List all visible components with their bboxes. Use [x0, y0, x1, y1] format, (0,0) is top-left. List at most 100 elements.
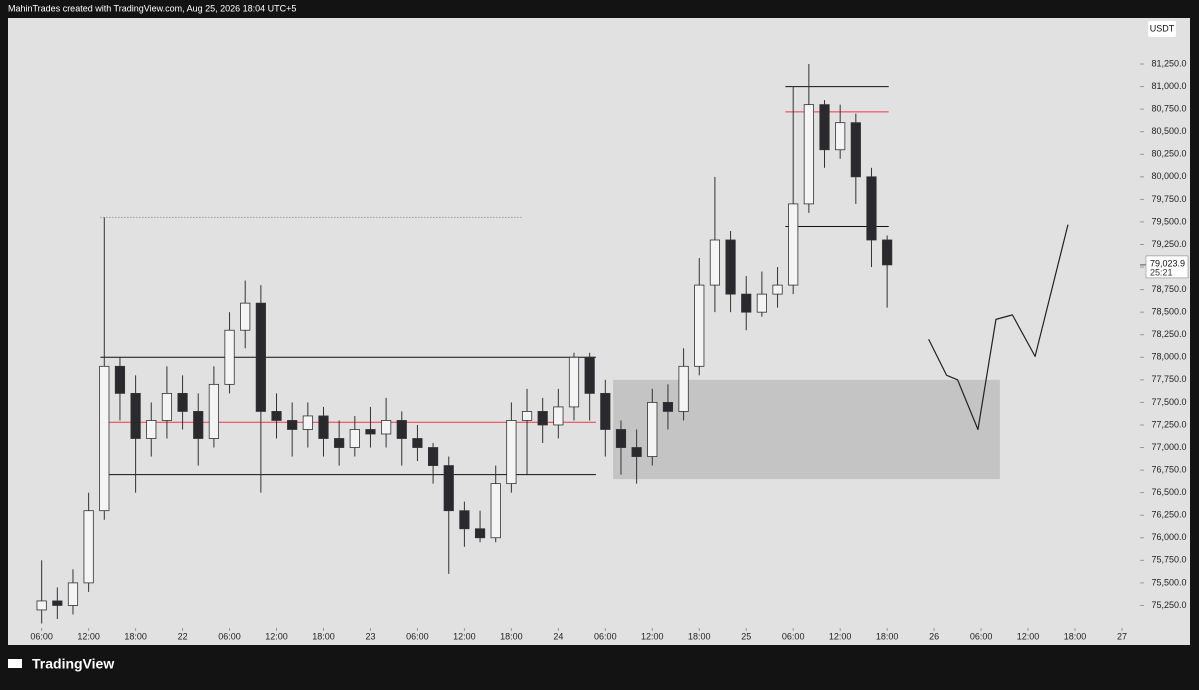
candle-body [803, 104, 814, 205]
header: MahinTrades created with TradingView.com… [8, 3, 296, 13]
last-price-label: 79,023.9 [1150, 258, 1185, 268]
countdown: 25:21 [1150, 267, 1173, 277]
x-tick-label: 25 [741, 631, 751, 641]
y-tick-label: 80,750.0 [1151, 104, 1186, 114]
candle-body [553, 406, 564, 426]
y-tick-label: 77,500.0 [1151, 397, 1186, 407]
y-tick-label: 77,000.0 [1151, 442, 1186, 452]
candle-body [615, 429, 627, 448]
candle-body [177, 392, 188, 412]
y-tick-label: 81,250.0 [1151, 58, 1186, 68]
candle-body [600, 392, 611, 430]
y-tick-label: 76,500.0 [1151, 487, 1186, 497]
x-tick-label: 18:00 [124, 631, 147, 641]
x-tick-label: 26 [929, 631, 939, 641]
candle-body [365, 429, 376, 435]
candle-body [271, 411, 282, 421]
y-tick-label: 76,250.0 [1151, 510, 1186, 520]
candle-body [835, 122, 846, 151]
candle-body [318, 415, 329, 439]
candle-body [709, 239, 721, 286]
y-tick-label: 78,000.0 [1151, 352, 1186, 362]
candle-body [694, 284, 705, 367]
candle-body [443, 465, 454, 512]
candle-body [584, 356, 595, 394]
zone [613, 379, 1000, 480]
candle-body [882, 239, 893, 266]
x-tick-label: 06:00 [970, 631, 993, 641]
candle-body [349, 429, 360, 448]
last-price-box [1145, 255, 1189, 279]
candle-body [678, 365, 689, 412]
y-tick-label: 75,500.0 [1151, 577, 1186, 587]
chart-panel [8, 18, 1190, 645]
candle-body [662, 402, 674, 412]
y-tick-label: 75,750.0 [1151, 555, 1186, 565]
candle-body [866, 176, 877, 241]
y-tick-label: 77,750.0 [1151, 374, 1186, 384]
currency-box [1148, 21, 1176, 37]
candle-body [287, 420, 298, 430]
y-tick-label: 80,500.0 [1151, 126, 1186, 136]
x-tick-label: 27 [1117, 631, 1127, 641]
logo-mark [8, 659, 22, 668]
candle-body [427, 447, 439, 466]
candle-body [146, 420, 157, 439]
candle-body [568, 356, 580, 408]
x-tick-label: 18:00 [876, 631, 899, 641]
x-tick-label: 18:00 [312, 631, 335, 641]
x-tick-label: 06:00 [406, 631, 429, 641]
x-tick-label: 12:00 [453, 631, 476, 641]
candle-body [396, 420, 407, 439]
x-tick-label: 12:00 [1017, 631, 1040, 641]
x-tick-label: 24 [553, 631, 563, 641]
y-tick-label: 80,000.0 [1151, 171, 1186, 181]
x-tick-label: 18:00 [1064, 631, 1087, 641]
candle-body [161, 392, 173, 421]
candle-body [506, 420, 517, 485]
y-tick-label: 75,250.0 [1151, 600, 1186, 610]
y-tick-label: 78,750.0 [1151, 284, 1186, 294]
y-tick-label: 81,000.0 [1151, 81, 1186, 91]
y-tick-label: 78,500.0 [1151, 307, 1186, 317]
candle-body [490, 483, 501, 539]
x-tick-label: 12:00 [265, 631, 288, 641]
candle-body [647, 402, 658, 457]
candle-body [67, 582, 79, 606]
candle-body [224, 329, 235, 385]
x-tick-label: 12:00 [829, 631, 852, 641]
x-tick-label: 23 [365, 631, 375, 641]
logo: TradingView [8, 656, 114, 672]
candle-body [521, 411, 533, 421]
candle-body [208, 383, 219, 439]
candle-body [99, 365, 110, 512]
candle-body [381, 420, 392, 435]
y-tick-label: 79,750.0 [1151, 194, 1186, 204]
candle-body [193, 411, 204, 439]
y-tick-label: 77,250.0 [1151, 419, 1186, 429]
candle-body [819, 104, 830, 151]
candle-body [756, 293, 767, 313]
y-tick-label: 79,500.0 [1151, 216, 1186, 226]
candle-body [459, 510, 470, 530]
candle-body [725, 239, 736, 295]
candle-body [114, 365, 126, 394]
candle-body [741, 293, 752, 313]
x-tick-label: 22 [178, 631, 188, 641]
candle-body [240, 302, 251, 331]
candle-body [537, 411, 548, 426]
candle-body [334, 438, 345, 448]
y-tick-label: 80,250.0 [1151, 149, 1186, 159]
projection [928, 224, 1069, 431]
y-tick-label: 78,250.0 [1151, 329, 1186, 339]
x-tick-label: 06:00 [30, 631, 53, 641]
x-tick-label: 18:00 [688, 631, 711, 641]
candle-body [772, 284, 783, 295]
x-tick-label: 12:00 [77, 631, 100, 641]
x-tick-label: 12:00 [641, 631, 664, 641]
candle-body [474, 528, 486, 539]
candle-body [412, 438, 423, 448]
candle-body [302, 415, 313, 430]
candle-body [788, 203, 799, 286]
